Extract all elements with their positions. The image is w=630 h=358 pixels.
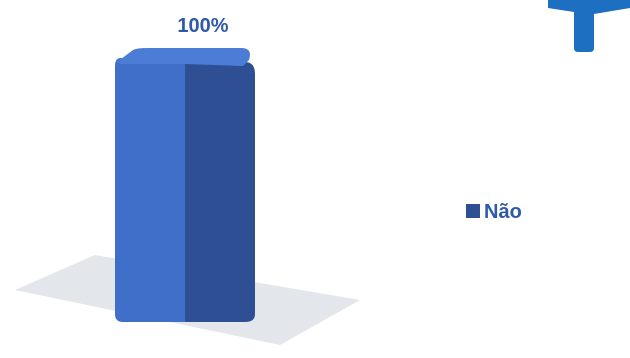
legend-swatch: [466, 204, 480, 218]
data-label: 100%: [177, 15, 228, 37]
legend: Não: [466, 201, 522, 223]
bar-top-face: [117, 48, 250, 66]
corner-logo-shape: [548, 0, 630, 52]
bar-group: [115, 48, 255, 322]
bar-side-face: [185, 62, 255, 322]
bar-front-face: [115, 58, 185, 322]
legend-label-nao: Não: [484, 201, 522, 223]
